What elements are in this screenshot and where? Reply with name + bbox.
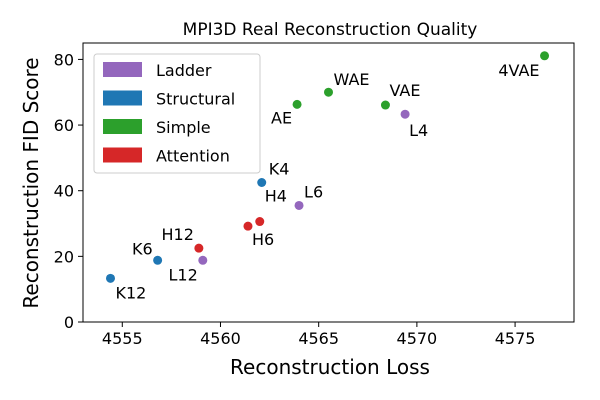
point-label: 4VAE <box>498 61 539 80</box>
point-label: VAE <box>389 81 420 100</box>
x-tick-label: 4565 <box>298 329 339 348</box>
x-tick-label: 4570 <box>397 329 438 348</box>
point-label: WAE <box>334 70 370 89</box>
data-point <box>194 243 204 253</box>
data-point <box>105 273 115 283</box>
legend-entry: Attention <box>156 147 230 166</box>
legend-swatch <box>103 119 142 134</box>
point-label: H12 <box>161 225 193 244</box>
data-point <box>324 87 333 97</box>
legend-swatch <box>103 90 142 106</box>
data-point <box>380 100 390 110</box>
point-label: H6 <box>252 230 274 249</box>
point-label: L6 <box>304 182 323 201</box>
data-point <box>255 217 265 227</box>
data-point <box>540 51 550 61</box>
legend-swatch <box>103 147 142 163</box>
x-axis: 4555 4560 4565 4570 4575 <box>102 322 536 348</box>
data-point <box>257 178 267 187</box>
point-label: L4 <box>409 121 428 140</box>
point-label: K12 <box>115 283 146 302</box>
y-tick-label: 80 <box>54 50 74 69</box>
y-tick-label: 20 <box>54 247 74 266</box>
chart-title: MPI3D Real Reconstruction Quality <box>183 20 478 40</box>
y-axis: 0 20 40 60 80 <box>54 50 83 332</box>
x-tick-label: 4560 <box>200 329 241 348</box>
data-point <box>153 255 163 265</box>
point-label: L12 <box>169 265 198 284</box>
point-label: H4 <box>265 187 287 206</box>
point-label: AE <box>271 108 292 127</box>
y-axis-label: Reconstruction FID Score <box>19 57 43 308</box>
x-axis-label: Reconstruction Loss <box>230 355 430 379</box>
legend: Ladder Structural Simple Attention <box>93 53 261 174</box>
data-point <box>294 200 304 210</box>
legend-entry: Simple <box>156 118 211 137</box>
point-label: K6 <box>132 239 153 258</box>
data-point <box>243 221 253 231</box>
data-points <box>105 51 550 283</box>
x-tick-label: 4575 <box>495 329 536 348</box>
x-tick-label: 4555 <box>102 329 143 348</box>
legend-entry: Ladder <box>156 61 212 80</box>
data-point <box>400 109 410 119</box>
point-label: K4 <box>269 160 290 179</box>
data-point <box>198 255 208 265</box>
legend-entry: Structural <box>156 90 235 109</box>
data-point <box>292 99 302 109</box>
legend-swatch <box>103 62 142 77</box>
y-tick-label: 0 <box>64 313 74 332</box>
y-tick-label: 60 <box>54 116 74 135</box>
y-tick-label: 40 <box>54 182 74 201</box>
point-labels: K12 K6 K4 L12 L6 L4 H12 H6 H4 AE WAE VAE 4VAE <box>115 61 539 303</box>
legend-box <box>93 53 261 174</box>
plot-frame <box>82 42 575 323</box>
